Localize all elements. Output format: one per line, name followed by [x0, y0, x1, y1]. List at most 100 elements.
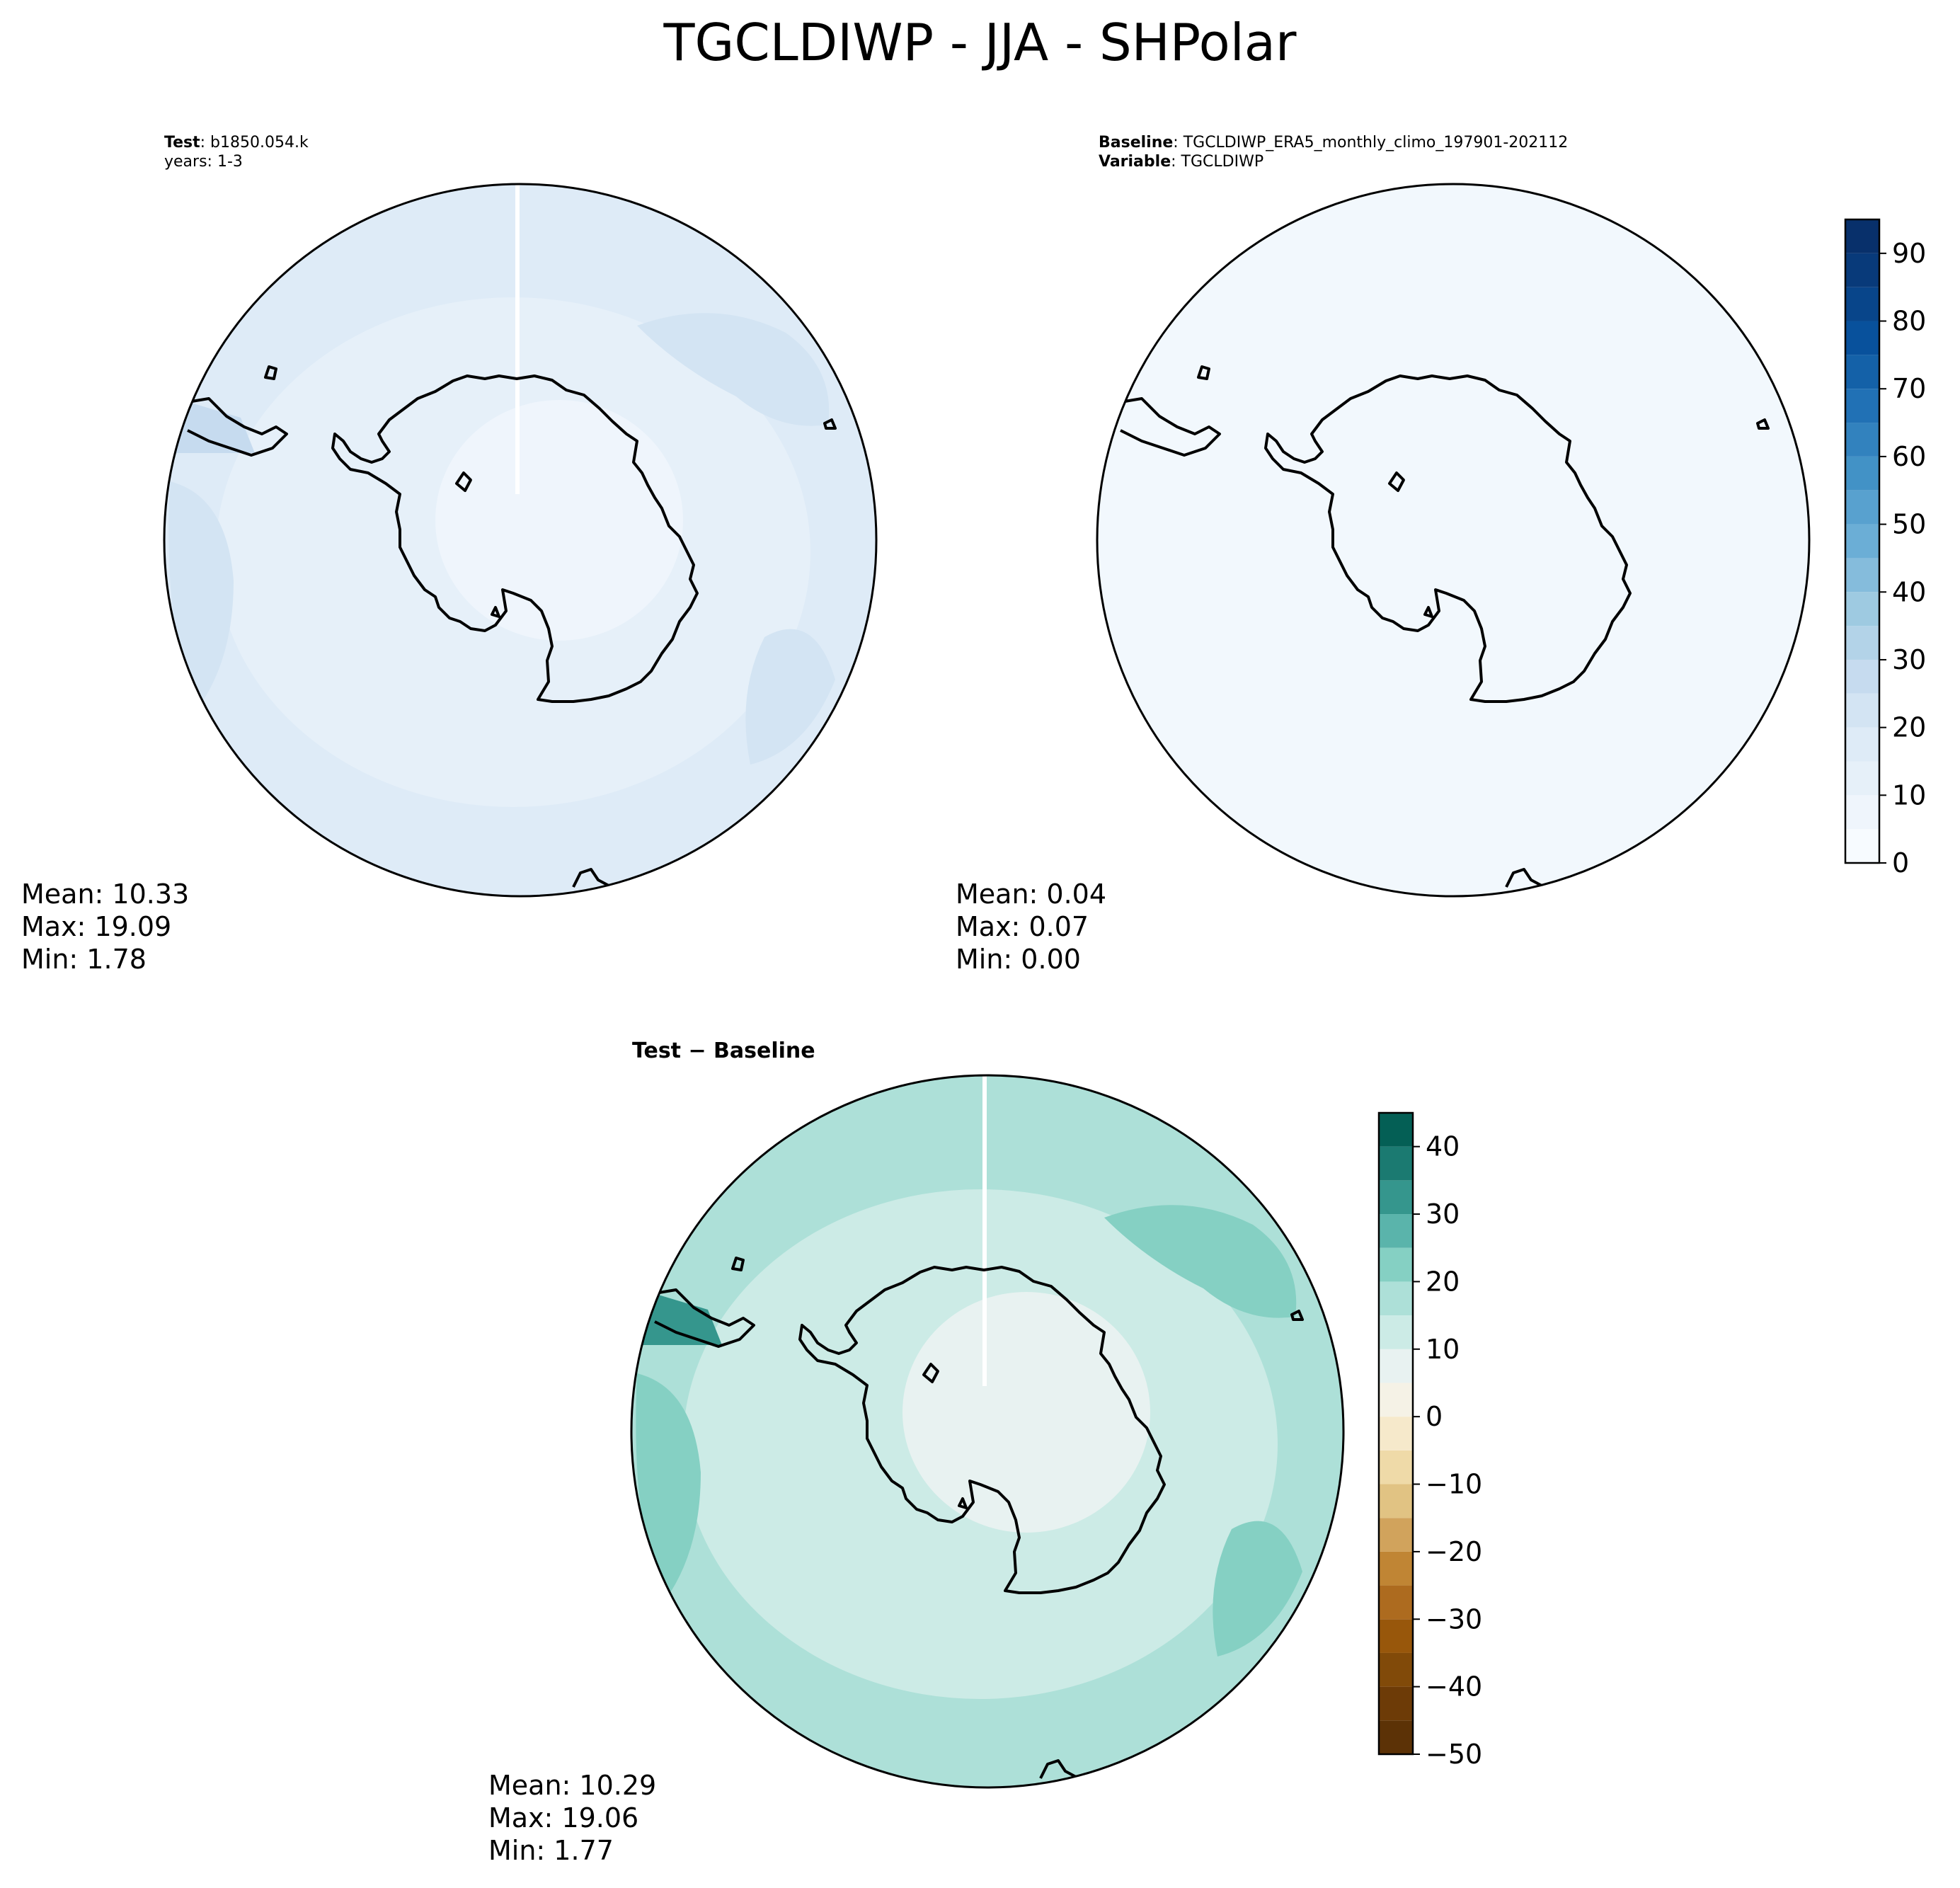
colorbar-blues-level-swatch: [1845, 287, 1879, 321]
colorbar-diverging: −50 −40 −30 −20 −10 0 10 20 30 40: [1377, 1111, 1482, 1770]
baseline-map: [1097, 184, 1809, 896]
colorbar-blues-level-swatch: [1845, 389, 1879, 423]
colorbar-blues-level-swatch: [1845, 490, 1879, 525]
colorbar-blues-level-swatch: [1845, 592, 1879, 627]
colorbar-blues: 0 10 20 30 40 50 60 70 80 90: [1844, 218, 1926, 879]
difference-field-inner: [902, 1292, 1150, 1533]
difference-field-band: [636, 1373, 701, 1600]
difference-seam: [982, 1075, 987, 1386]
colorbar-blues-tick-label: 90: [1892, 238, 1926, 269]
colorbar-diverging-level-swatch: [1379, 1349, 1413, 1383]
test-field-inner: [435, 400, 683, 641]
colorbar-blues-level-swatch: [1845, 321, 1879, 355]
difference-header: Test − Baseline: [632, 1039, 815, 1063]
colorbar-blues-level-swatch: [1845, 829, 1879, 863]
colorbar-blues-tick-label: 50: [1892, 509, 1926, 540]
colorbar-blues-level-swatch: [1845, 761, 1879, 796]
colorbar-diverging-level-swatch: [1379, 1247, 1413, 1282]
colorbar-blues-tick-label: 20: [1892, 712, 1926, 743]
test-map: [164, 184, 876, 896]
colorbar-diverging-frame: [1377, 1111, 1414, 1756]
colorbar-diverging-level-swatch: [1379, 1383, 1413, 1417]
test-field-band: [637, 313, 830, 426]
test-field-band: [745, 629, 835, 765]
baseline-header-file: : TGCLDIWP_ERA5_monthly_climo_197901-202…: [1173, 134, 1568, 151]
colorbar-blues-level-swatch: [1845, 693, 1879, 728]
colorbar-blues-level-swatch: [1845, 558, 1879, 593]
colorbar-diverging-tick-label: 20: [1426, 1266, 1460, 1297]
colorbar-diverging-level-swatch: [1379, 1686, 1413, 1721]
colorbar-diverging-level-swatch: [1379, 1585, 1413, 1620]
colorbar-diverging-tick-label: −20: [1426, 1536, 1482, 1567]
colorbar-diverging-level-swatch: [1379, 1518, 1413, 1552]
colorbar-diverging-level-swatch: [1379, 1484, 1413, 1518]
figure-title: TGCLDIWP - JJA - SHPolar: [663, 13, 1297, 72]
colorbar-blues-tick-label: 70: [1892, 373, 1926, 404]
panel-difference: Test − Baseline Mean: 10.29 Max: 19.06: [488, 1039, 1482, 1866]
colorbar-blues-frame: [1844, 218, 1881, 864]
baseline-map-boundary: [1096, 183, 1811, 898]
colorbar-blues-tick-label: 40: [1892, 576, 1926, 607]
colorbar-diverging-tick-label: −30: [1426, 1603, 1482, 1635]
colorbar-blues-level-swatch: [1845, 626, 1879, 660]
colorbar-blues-level-swatch: [1845, 423, 1879, 457]
baseline-variable-label: Variable: [1099, 153, 1171, 171]
test-field-band: [168, 481, 234, 708]
colorbar-diverging-level-swatch: [1379, 1214, 1413, 1248]
panel-test: Test: b1850.054.k years: 1-3 Mean: 10: [21, 134, 878, 975]
colorbar-diverging-level-swatch: [1379, 1146, 1413, 1181]
colorbar-diverging-tick-label: −10: [1426, 1469, 1482, 1500]
difference-field-band: [1104, 1205, 1297, 1318]
baseline-stat-mean: Mean: 0.04: [956, 879, 1106, 910]
baseline-stat-min: Min: 0.00: [956, 944, 1081, 975]
baseline-header-label: Baseline: [1099, 134, 1173, 151]
colorbar-diverging-tick-label: 0: [1426, 1401, 1443, 1432]
baseline-stat-max: Max: 0.07: [956, 911, 1089, 942]
difference-stat-max: Max: 19.06: [488, 1802, 638, 1833]
baseline-field: [1097, 184, 1809, 896]
colorbar-diverging-tick-label: 30: [1426, 1198, 1460, 1230]
baseline-variable: Variable: TGCLDIWP: [1099, 153, 1263, 171]
colorbar-blues-level-swatch: [1845, 795, 1879, 830]
colorbar-blues-tick-label: 30: [1892, 644, 1926, 675]
test-header: Test: b1850.054.k: [164, 134, 309, 151]
colorbar-blues-tick-label: 60: [1892, 441, 1926, 472]
test-field-peninsula: [170, 396, 255, 453]
colorbar-blues-level-swatch: [1845, 659, 1879, 694]
colorbar-diverging-level-swatch: [1379, 1450, 1413, 1484]
difference-map: [631, 1075, 1343, 1787]
colorbar-blues-level-swatch: [1845, 727, 1879, 762]
colorbar-diverging-level-swatch: [1379, 1619, 1413, 1653]
test-header-case: : b1850.054.k: [200, 134, 309, 151]
difference-map-boundary: [630, 1074, 1345, 1789]
colorbar-blues-level-swatch: [1845, 253, 1879, 287]
colorbar-blues-level-swatch: [1845, 219, 1879, 253]
test-stat-max: Max: 19.09: [21, 911, 171, 942]
colorbar-diverging-level-swatch: [1379, 1417, 1413, 1451]
colorbar-blues-level-swatch: [1845, 456, 1879, 491]
colorbar-diverging-tick-label: 10: [1426, 1334, 1460, 1365]
difference-stat-mean: Mean: 10.29: [488, 1770, 656, 1801]
colorbar-diverging-tick-label: −50: [1426, 1739, 1482, 1770]
test-stat-mean: Mean: 10.33: [21, 879, 189, 910]
difference-stat-min: Min: 1.77: [488, 1835, 614, 1866]
colorbar-blues-level-swatch: [1845, 524, 1879, 559]
colorbar-blues-level-swatch: [1845, 355, 1879, 389]
colorbar-diverging-tick-label: 40: [1426, 1131, 1460, 1162]
test-map-boundary: [163, 183, 878, 898]
colorbar-diverging-level-swatch: [1379, 1281, 1413, 1316]
colorbar-diverging-level-swatch: [1379, 1720, 1413, 1754]
panel-baseline: Baseline: TGCLDIWP_ERA5_monthly_climo_19…: [956, 134, 1926, 975]
difference-field-peninsula: [637, 1288, 722, 1345]
test-seam: [515, 184, 520, 494]
colorbar-diverging-level-swatch: [1379, 1551, 1413, 1586]
colorbar-blues-tick-label: 0: [1892, 847, 1909, 879]
test-header-label: Test: [164, 134, 200, 151]
difference-field-band: [1213, 1521, 1302, 1657]
colorbar-blues-tick-label: 80: [1892, 306, 1926, 337]
colorbar-diverging-tick-label: −40: [1426, 1671, 1482, 1703]
baseline-variable-value: : TGCLDIWP: [1171, 153, 1263, 171]
colorbar-diverging-level-swatch: [1379, 1315, 1413, 1349]
test-stat-min: Min: 1.78: [21, 944, 147, 975]
